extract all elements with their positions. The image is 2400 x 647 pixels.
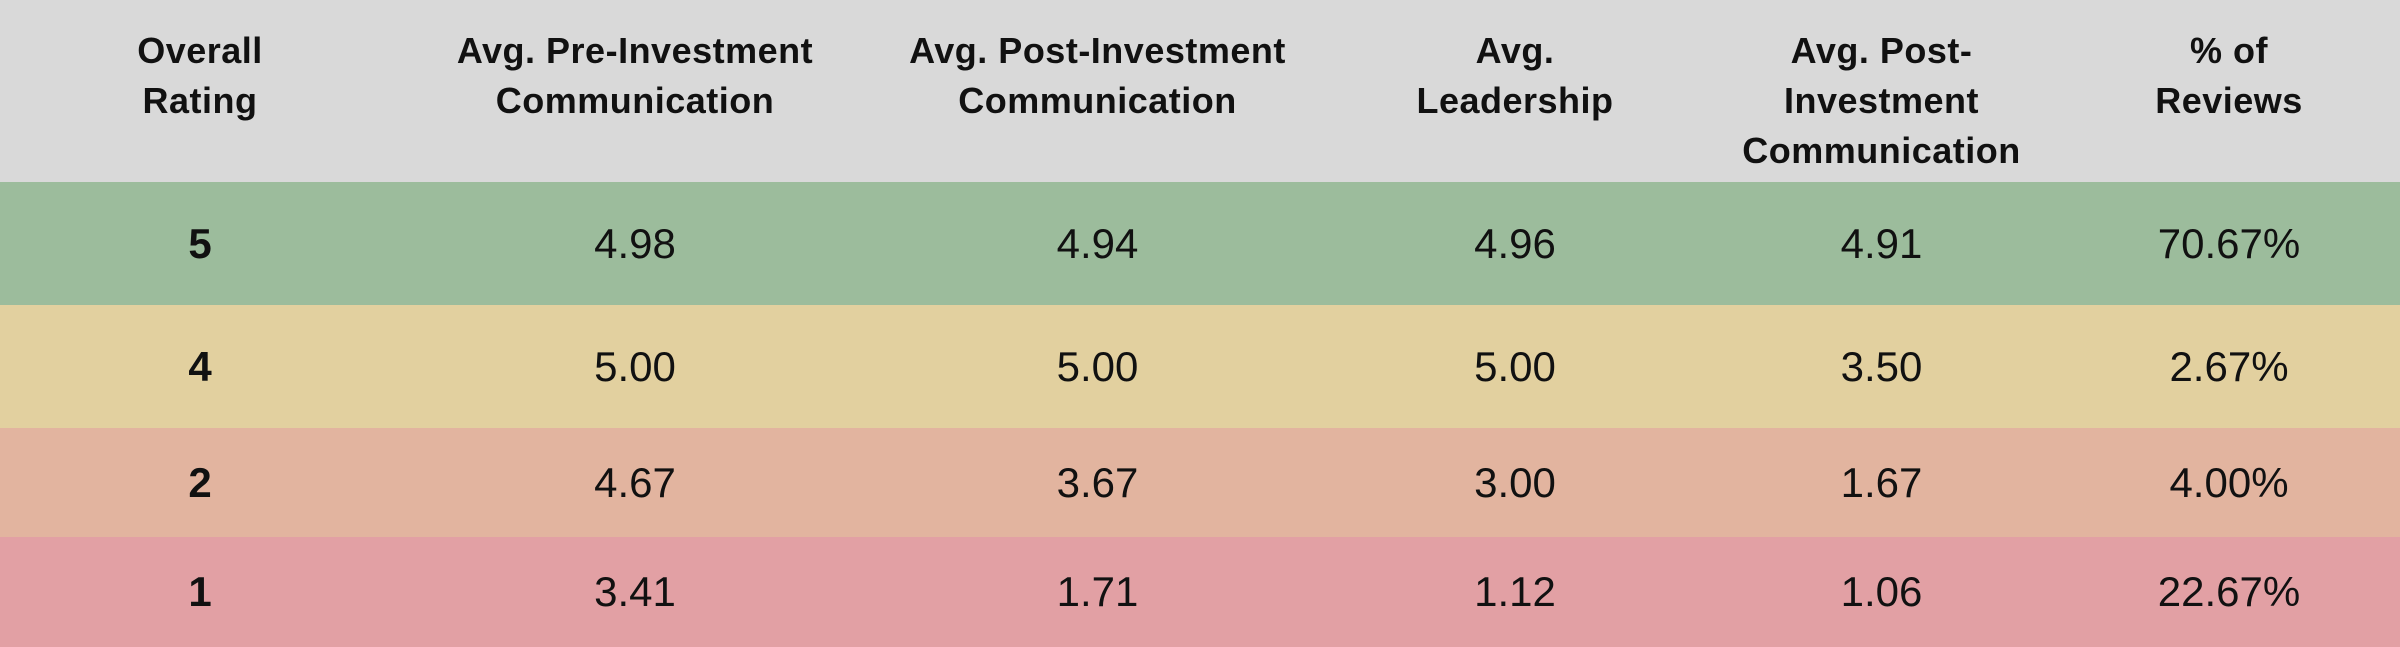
table-row-rating-2: 2 4.67 3.67 3.00 1.67 4.00% <box>0 428 2400 537</box>
cell-avg-leadership: 3.00 <box>1474 458 1556 506</box>
header-avg-leadership: Avg. Leadership <box>1325 0 1705 182</box>
cell-percent-of-reviews: 22.67% <box>2157 568 2301 615</box>
cell-avg-post-investment-communication-2: 3.50 <box>1840 342 1923 390</box>
header-avg-post-investment-communication: Avg. Post-Investment Communication <box>870 0 1325 182</box>
cell-avg-post-investment-communication: 1.71 <box>1056 568 1139 615</box>
cell-avg-pre-investment-communication: 3.41 <box>594 568 676 615</box>
table-row-rating-1: 1 3.41 1.71 1.12 1.06 22.67% <box>0 537 2400 647</box>
cell-avg-leadership: 5.00 <box>1474 342 1556 390</box>
cell-rating: 4 <box>188 342 212 390</box>
cell-avg-post-investment-communication: 3.67 <box>1056 458 1139 506</box>
cell-avg-leadership: 1.12 <box>1474 568 1556 615</box>
table-header: Overall Rating Avg. Pre-Investment Commu… <box>0 0 2400 182</box>
cell-percent-of-reviews: 70.67% <box>2157 219 2301 267</box>
cell-avg-post-investment-communication: 5.00 <box>1056 342 1139 390</box>
cell-rating: 2 <box>188 458 212 506</box>
cell-percent-of-reviews: 2.67% <box>2169 342 2289 390</box>
header-avg-post-investment-communication-2: Avg. Post-Investment Communication <box>1705 0 2058 182</box>
cell-avg-post-investment-communication-2: 1.06 <box>1840 568 1923 615</box>
table-row-rating-4: 4 5.00 5.00 5.00 3.50 2.67% <box>0 305 2400 428</box>
cell-rating: 5 <box>188 219 212 267</box>
cell-avg-pre-investment-communication: 5.00 <box>594 342 676 390</box>
cell-avg-pre-investment-communication: 4.98 <box>594 219 676 267</box>
table-body: 5 4.98 4.94 4.96 4.91 70.67% 4 5.00 5.00… <box>0 182 2400 647</box>
cell-rating: 1 <box>188 568 212 615</box>
header-avg-pre-investment-communication: Avg. Pre-Investment Communication <box>400 0 870 182</box>
cell-avg-post-investment-communication: 4.94 <box>1056 219 1139 267</box>
cell-avg-leadership: 4.96 <box>1474 219 1556 267</box>
cell-avg-post-investment-communication-2: 4.91 <box>1840 219 1923 267</box>
header-overall-rating: Overall Rating <box>0 0 400 182</box>
cell-percent-of-reviews: 4.00% <box>2169 458 2289 506</box>
table-row-rating-5: 5 4.98 4.94 4.96 4.91 70.67% <box>0 182 2400 305</box>
header-row: Overall Rating Avg. Pre-Investment Commu… <box>0 0 2400 182</box>
cell-avg-post-investment-communication-2: 1.67 <box>1840 458 1923 506</box>
header-percent-of-reviews: % of Reviews <box>2058 0 2400 182</box>
cell-avg-pre-investment-communication: 4.67 <box>594 458 676 506</box>
